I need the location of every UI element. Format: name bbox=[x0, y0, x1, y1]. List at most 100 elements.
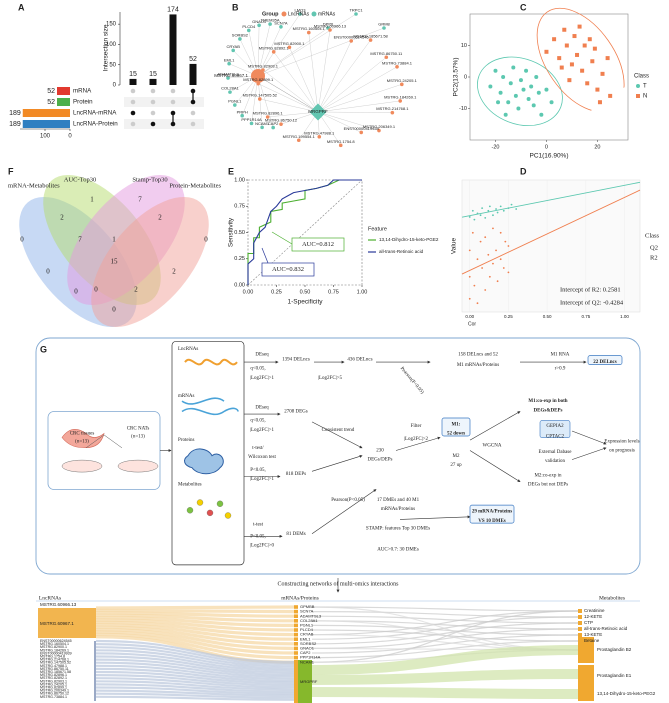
point bbox=[499, 205, 502, 208]
flow-text: P<0.05, bbox=[250, 468, 266, 473]
node bbox=[249, 121, 254, 126]
x-tick-label: 0.75 bbox=[581, 314, 590, 319]
set-tick-label: 0 bbox=[68, 134, 72, 140]
y-tick-label: 0.25 bbox=[234, 256, 245, 262]
matrix-dot bbox=[150, 99, 156, 105]
edge bbox=[262, 69, 319, 113]
row-stripe bbox=[124, 97, 204, 107]
set-bar bbox=[22, 120, 70, 128]
node bbox=[227, 61, 231, 66]
metabolite-label: CTP bbox=[584, 620, 593, 625]
node-bar bbox=[578, 665, 594, 687]
flow-text: Filter bbox=[411, 424, 422, 429]
edge bbox=[317, 39, 371, 113]
node bbox=[231, 48, 235, 53]
panel-label: B bbox=[232, 2, 239, 12]
venn-count: 0 bbox=[46, 268, 50, 276]
arrow bbox=[571, 447, 607, 460]
node-bar bbox=[294, 619, 298, 623]
column-header: LncRNAs bbox=[39, 595, 61, 601]
node-label: MSTRG.86750.12 bbox=[265, 118, 298, 123]
panel-label: A bbox=[18, 2, 25, 12]
legend-title: Feature bbox=[368, 226, 387, 232]
flow-text: 436 DELncs bbox=[347, 358, 372, 363]
network bbox=[226, 12, 404, 148]
point bbox=[496, 211, 499, 214]
matrix-dot bbox=[130, 88, 136, 94]
flow-text: |Log2FC|>1 bbox=[250, 477, 274, 482]
annotation-arrow bbox=[261, 247, 269, 264]
flow-text: P<0.05, bbox=[250, 534, 266, 539]
point bbox=[534, 75, 539, 79]
flow-text: DEseq bbox=[255, 406, 269, 411]
flow-text: M1:co-exp in both bbox=[528, 399, 567, 404]
lncrna-label: ENST00000624545 bbox=[40, 639, 72, 643]
node bbox=[246, 28, 251, 33]
node-bar bbox=[294, 660, 312, 703]
metabolite-label: Prostaglandin B2 bbox=[597, 647, 632, 652]
node bbox=[349, 39, 354, 43]
flow-text: CRC tissues bbox=[70, 432, 95, 437]
flow-text: |Log2FC|>5 bbox=[318, 376, 342, 381]
node-bar bbox=[578, 621, 582, 625]
gene-label: CAP2 bbox=[300, 650, 311, 655]
set-name: Protein bbox=[73, 99, 93, 106]
node bbox=[240, 113, 244, 118]
point bbox=[575, 52, 580, 57]
gene-label: CRYAB bbox=[300, 632, 314, 637]
node-label: MSTRG.47988.1 bbox=[304, 130, 335, 135]
lncrna-label: MSTRG.147505.52 bbox=[40, 661, 71, 665]
metabolite-label: all-trans-Retinoic acid bbox=[584, 626, 628, 631]
venn-count: 2 bbox=[158, 214, 162, 222]
hub-label: MRGPRF bbox=[308, 109, 328, 114]
legend-label: mRNAs bbox=[318, 11, 336, 17]
edge bbox=[248, 30, 259, 77]
node-bar bbox=[294, 623, 298, 628]
edge bbox=[308, 32, 319, 113]
flow bbox=[95, 658, 295, 676]
flow bbox=[311, 606, 579, 612]
annotation: Intercept of R2: 0.2581 bbox=[560, 286, 621, 293]
point bbox=[502, 267, 505, 269]
point bbox=[582, 43, 587, 48]
flow-text: |Log2FC|>0 bbox=[250, 544, 274, 549]
node bbox=[382, 26, 386, 30]
edge bbox=[317, 40, 352, 113]
point bbox=[473, 284, 476, 287]
flow bbox=[95, 683, 295, 693]
legend-label: all-trans-Retinoic acid bbox=[379, 249, 424, 254]
flow-text: on prognosis bbox=[609, 449, 635, 454]
matrix-dot bbox=[130, 110, 136, 116]
flow bbox=[311, 669, 579, 685]
flow-text: t-test bbox=[253, 523, 264, 528]
node bbox=[384, 55, 389, 60]
node-bar bbox=[578, 637, 594, 663]
flow-text: Wilcoxon test bbox=[248, 455, 276, 460]
point bbox=[526, 97, 531, 102]
venn-count: 7 bbox=[78, 236, 82, 244]
node bbox=[228, 90, 232, 94]
annotation: Intercept of Q2: -0.4284 bbox=[560, 299, 624, 306]
point bbox=[468, 275, 471, 278]
node-bar bbox=[578, 687, 594, 701]
y-tick-label: 0.00 bbox=[234, 282, 245, 288]
flow bbox=[95, 630, 295, 655]
venn-count: 0 bbox=[112, 306, 116, 314]
point bbox=[481, 207, 484, 210]
lncrna-label: MSTRG.60966.13 bbox=[40, 602, 77, 607]
node-label: CAP2 bbox=[268, 121, 279, 126]
flow bbox=[95, 639, 295, 664]
sankey bbox=[36, 600, 640, 703]
panel-label: C bbox=[520, 2, 527, 12]
venn-count: 7 bbox=[138, 196, 142, 204]
lncrna-label: MSTRG.184269.1 bbox=[40, 648, 69, 652]
node-bar bbox=[294, 646, 298, 651]
node-label: PGNL1 bbox=[228, 99, 242, 104]
venn-count: 2 bbox=[172, 268, 176, 276]
flow-text: STAMP: features Top 30 DMEs bbox=[366, 527, 430, 532]
node-label: COL28A1 bbox=[221, 86, 239, 91]
legend-title: Class bbox=[645, 232, 660, 239]
node-label: ENST00000624545 bbox=[334, 34, 370, 39]
y-tick-label: -10 bbox=[459, 106, 467, 112]
flow-text: M2 bbox=[453, 454, 460, 459]
